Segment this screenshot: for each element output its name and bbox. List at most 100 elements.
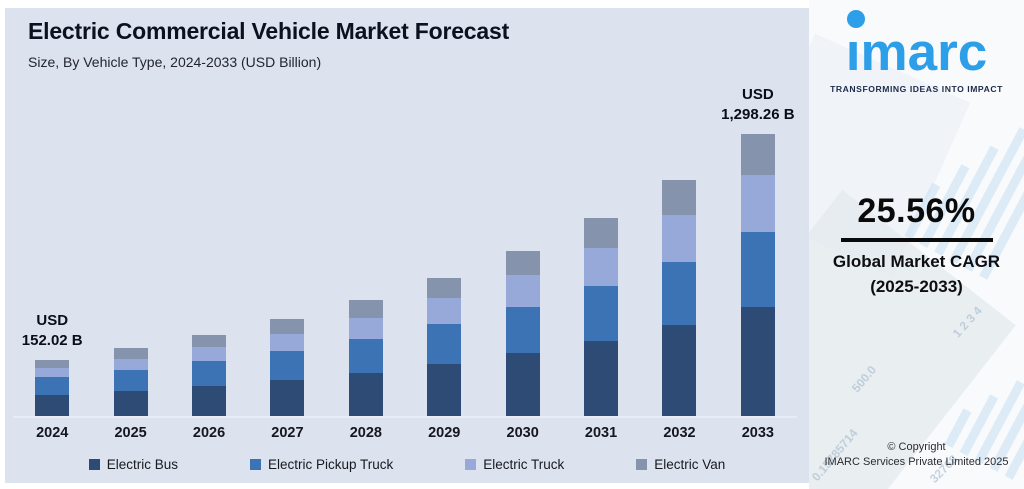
bar-segment xyxy=(584,247,619,287)
cagr-block: 25.56% Global Market CAGR (2025-2033) xyxy=(809,192,1024,297)
legend-swatch-icon xyxy=(465,459,477,470)
stacked-bar-2029 xyxy=(427,277,462,416)
bar-segment xyxy=(662,179,697,215)
bar-segment xyxy=(740,175,775,233)
bar-segment xyxy=(662,261,697,326)
value-callout-2033: USD 1,298.26 B xyxy=(721,86,795,124)
cagr-value: 25.56% xyxy=(857,192,976,230)
bar-segment xyxy=(662,325,697,416)
bar-slot-2033: 2033 USD 1,298.26 B xyxy=(719,8,797,441)
bar-segment xyxy=(505,275,540,307)
cagr-period: (2025-2033) xyxy=(870,277,963,296)
bar-segment xyxy=(348,372,383,416)
stacked-bar-2030 xyxy=(505,250,540,416)
x-axis-label-2026: 2026 xyxy=(192,425,226,441)
bar-segment xyxy=(35,359,70,368)
bar-segment xyxy=(270,351,305,381)
bar-segment xyxy=(740,133,775,176)
chart-panel: Electric Commercial Vehicle Market Forec… xyxy=(5,8,809,483)
bar-segment xyxy=(584,218,619,248)
x-axis-label-2027: 2027 xyxy=(271,425,304,441)
bar-slot-2028: 2028 xyxy=(327,8,405,441)
bar-segment xyxy=(348,300,383,318)
bar-segment xyxy=(113,358,148,371)
bar-slot-2029: 2029 xyxy=(405,8,483,441)
imarc-logo-wordmark: ımarc xyxy=(846,10,987,79)
copyright-notice: © Copyright IMARC Services Private Limit… xyxy=(809,440,1024,470)
bar-segment xyxy=(270,319,305,334)
cagr-label: Global Market CAGR xyxy=(832,252,1001,271)
bar-segment xyxy=(192,347,227,362)
bar-segment xyxy=(35,367,70,378)
legend-label: Electric Truck xyxy=(483,457,565,472)
bar-segment xyxy=(584,286,619,341)
x-axis-label-2032: 2032 xyxy=(663,425,696,441)
bar-segment xyxy=(505,353,540,416)
copyright-line1: © Copyright xyxy=(887,441,946,453)
bar-segment xyxy=(270,380,305,416)
stacked-bar-chart: 2024 USD 152.02 B 2025 2026 2027 2028 2029 2030 2… xyxy=(13,8,797,441)
bar-slot-2025: 2025 xyxy=(91,8,169,441)
x-axis-label-2029: 2029 xyxy=(428,425,461,441)
stacked-bar-2024 xyxy=(35,359,70,416)
bar-segment xyxy=(113,391,148,416)
bar-segment xyxy=(192,386,227,416)
bar-segment xyxy=(427,324,462,365)
legend-swatch-icon xyxy=(88,459,100,470)
bar-segment xyxy=(505,250,540,276)
bar-slot-2027: 2027 xyxy=(248,8,326,441)
bar-segment xyxy=(113,370,148,392)
stacked-bar-2028 xyxy=(348,300,383,416)
chart-title: Electric Commercial Vehicle Market Forec… xyxy=(28,18,510,44)
cagr-underline xyxy=(840,238,993,242)
x-axis-label-2031: 2031 xyxy=(584,425,618,441)
x-axis-label-2025: 2025 xyxy=(114,425,147,441)
bar-slot-2032: 2032 xyxy=(640,8,718,441)
bar-segment xyxy=(427,364,462,416)
value-callout-2024: USD 152.02 B xyxy=(21,311,83,350)
stacked-bar-2027 xyxy=(270,319,305,416)
bar-slot-2031: 2031 xyxy=(562,8,640,441)
bar-segment xyxy=(505,306,540,354)
x-axis-label-2033: 2033 xyxy=(741,425,774,441)
legend-swatch-icon xyxy=(636,459,648,470)
stacked-bar-2025 xyxy=(113,348,148,416)
chart-legend: Electric Bus Electric Pickup Truck Electri… xyxy=(5,457,809,472)
legend-item: Electric Pickup Truck xyxy=(249,457,393,472)
stacked-bar-2032 xyxy=(662,179,697,416)
bar-segment xyxy=(348,338,383,373)
bar-segment xyxy=(192,361,227,387)
bar-segment xyxy=(192,335,227,348)
branding-panel: 500.0 0.15785714 32768 1 2 3 4 ımarc TRA… xyxy=(809,0,1024,489)
bar-segment xyxy=(113,348,148,359)
legend-item: Electric Bus xyxy=(88,457,178,472)
legend-label: Electric Bus xyxy=(106,457,178,472)
imarc-logo: ımarc TRANSFORMING IDEAS INTO IMPACT xyxy=(809,10,1024,94)
imarc-logo-tagline: TRANSFORMING IDEAS INTO IMPACT xyxy=(830,84,1003,94)
stacked-bar-2026 xyxy=(192,335,227,416)
bar-segment xyxy=(35,377,70,396)
legend-label: Electric Van xyxy=(654,457,726,472)
imarc-logo-dot-icon xyxy=(846,10,865,28)
bar-segment xyxy=(427,277,462,299)
bar-segment xyxy=(662,214,697,262)
bar-slot-2030: 2030 xyxy=(483,8,561,441)
legend-item: Electric Truck xyxy=(465,457,564,472)
bar-segment xyxy=(740,232,775,307)
x-axis-label-2030: 2030 xyxy=(506,425,539,441)
stacked-bar-2031 xyxy=(584,218,619,416)
bar-segment xyxy=(270,333,305,352)
bar-slot-2026: 2026 xyxy=(170,8,248,441)
bar-segment xyxy=(584,340,619,416)
legend-swatch-icon xyxy=(249,459,261,470)
bar-segment xyxy=(427,298,462,325)
bar-segment xyxy=(740,306,775,416)
bar-slot-2024: 2024 USD 152.02 B xyxy=(13,8,91,441)
stacked-bar-2033 xyxy=(740,133,775,416)
x-axis-label-2024: 2024 xyxy=(36,425,69,441)
x-axis-label-2028: 2028 xyxy=(349,425,382,441)
legend-item: Electric Van xyxy=(636,457,725,472)
copyright-line2: IMARC Services Private Limited 2025 xyxy=(824,455,1009,468)
bar-segment xyxy=(348,317,383,339)
